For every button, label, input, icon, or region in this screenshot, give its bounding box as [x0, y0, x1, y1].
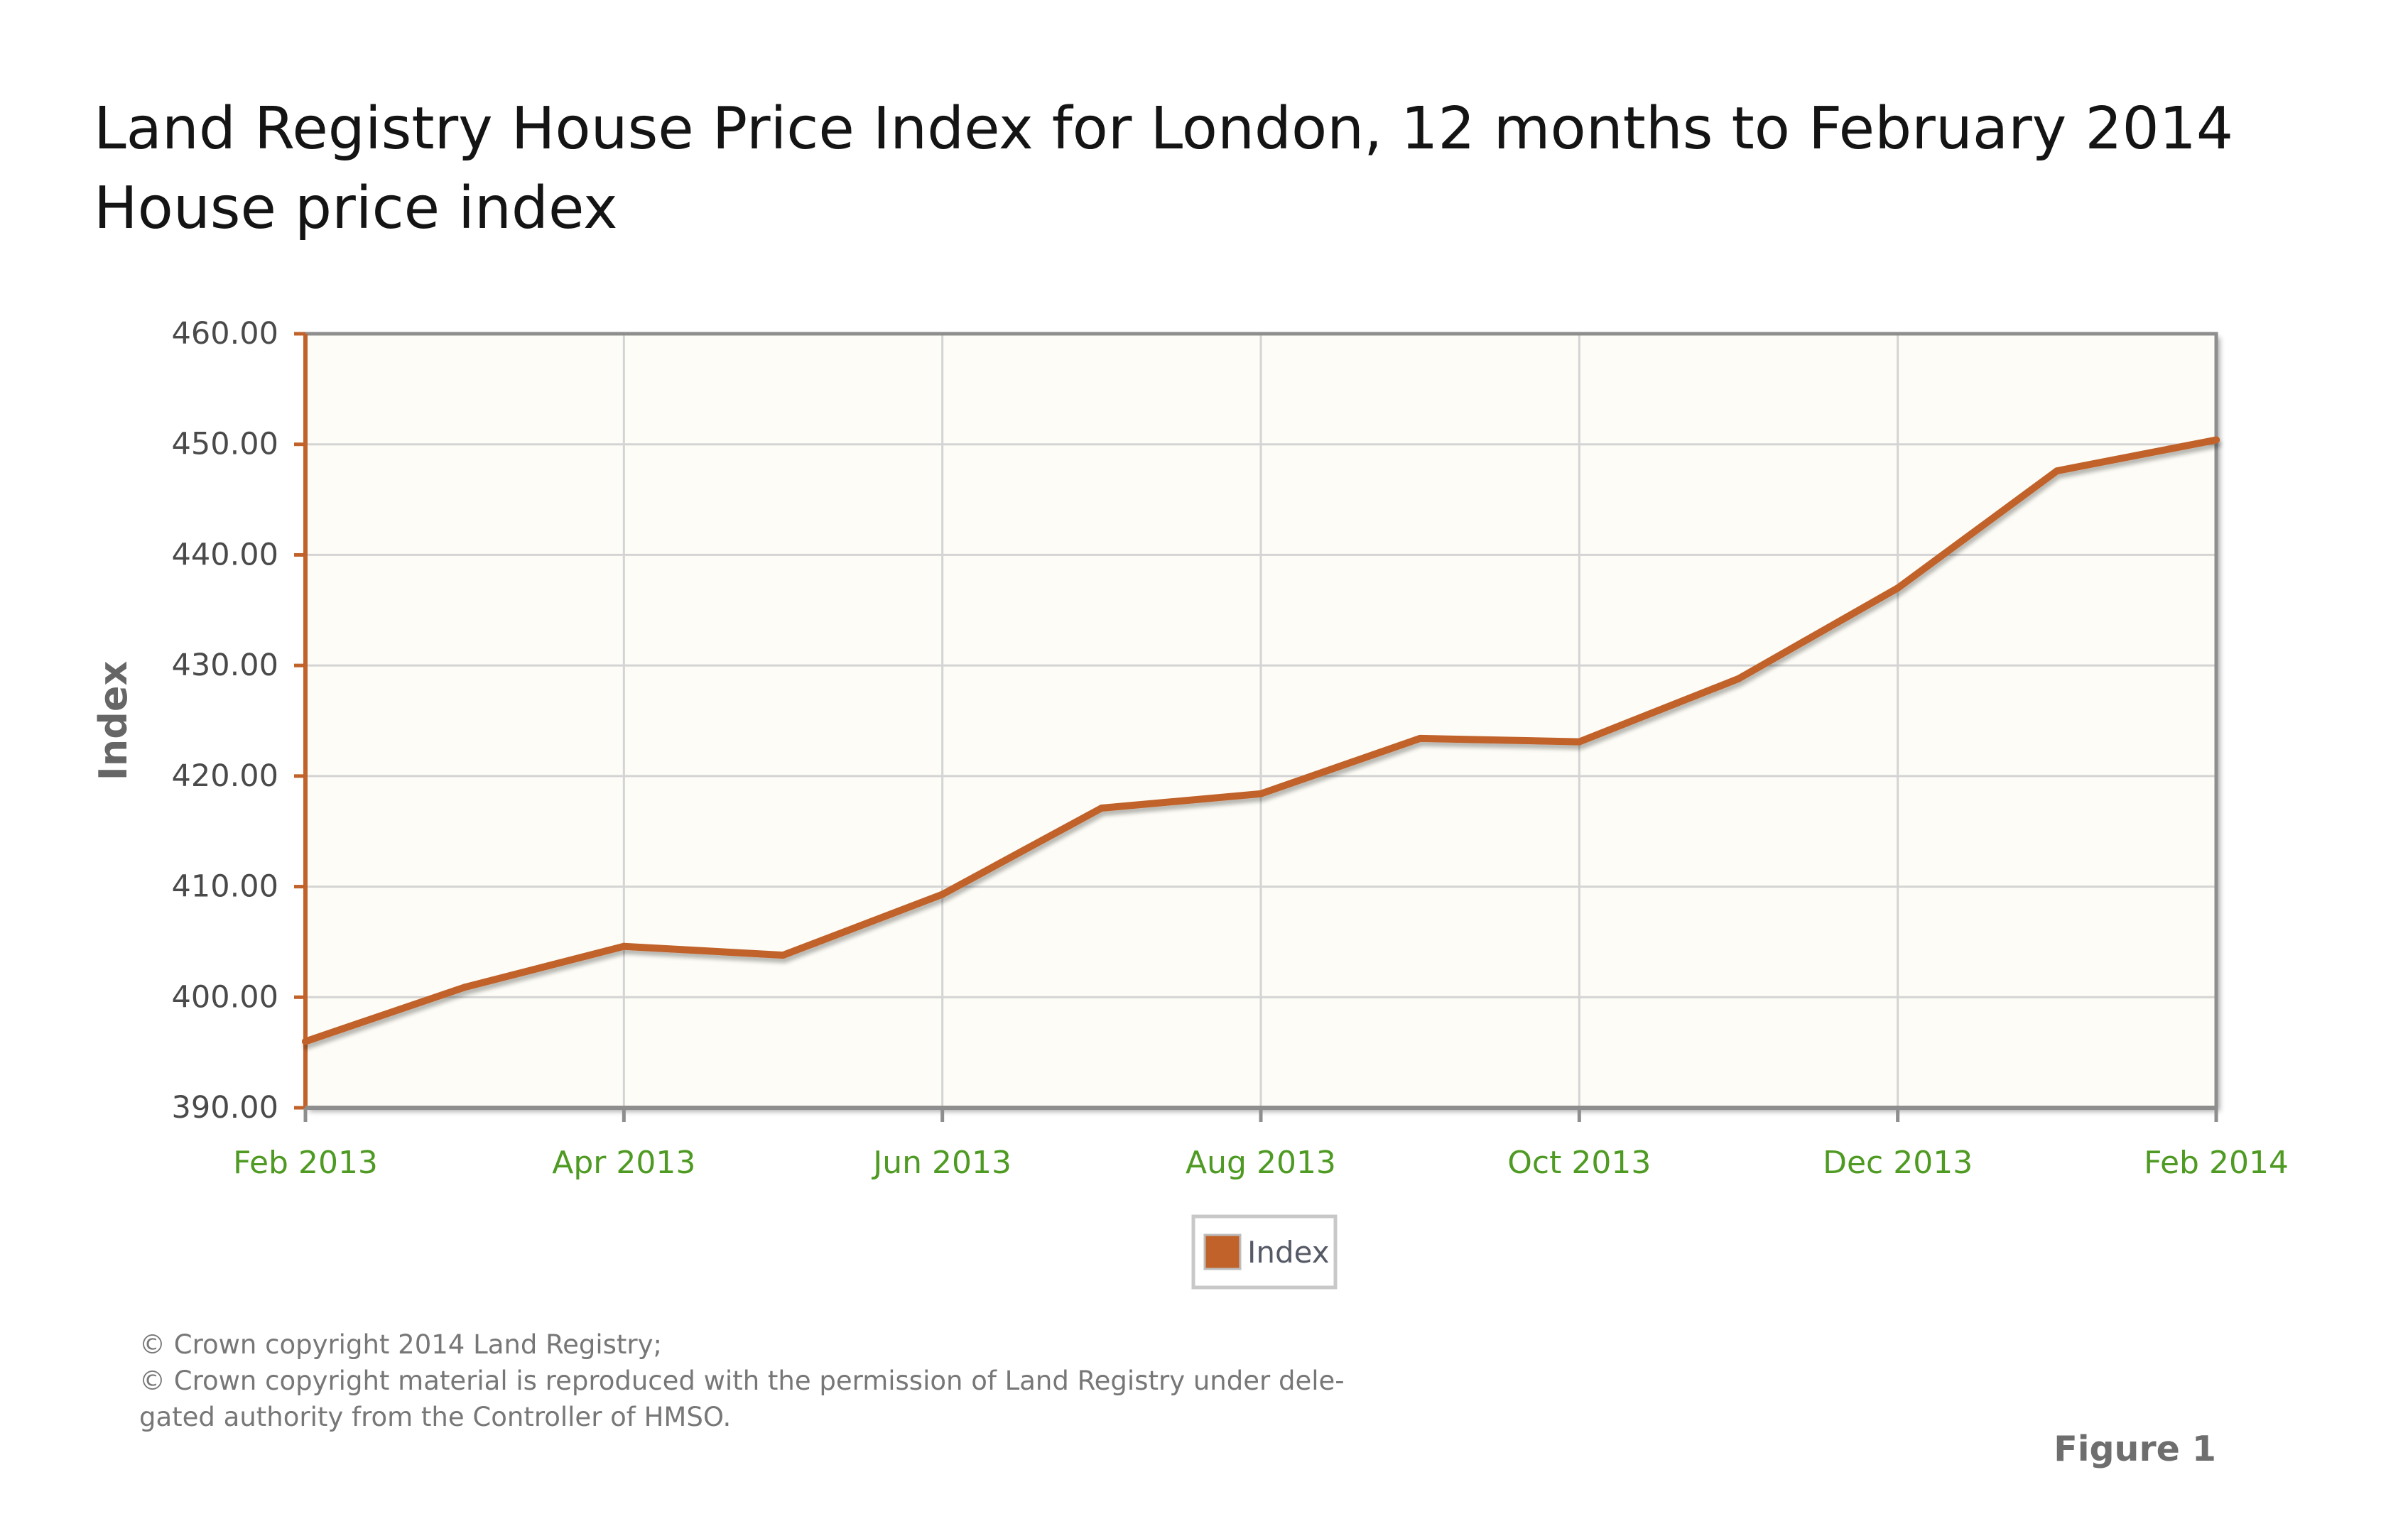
x-tick-label: Feb 2013 — [233, 1145, 378, 1181]
x-tick-label: Aug 2013 — [1186, 1145, 1336, 1181]
legend: Index — [1191, 1214, 1338, 1290]
copyright-footnote: © Crown copyright 2014 Land Registry; © … — [139, 1326, 1345, 1435]
y-tick-label: 390.00 — [172, 1090, 278, 1126]
chart-title-block: Land Registry House Price Index for Lond… — [94, 89, 2233, 249]
data-point — [1735, 675, 1742, 682]
y-axis-ticks: 460.00 450.00 440.00 430.00 420.00 410.00 400.… — [172, 316, 305, 1126]
data-point — [302, 1037, 309, 1045]
legend-swatch-index — [1203, 1233, 1242, 1270]
chart-subtitle: House price index — [94, 175, 618, 242]
footnote-line-3: gated authority from the Controller of H… — [139, 1402, 732, 1432]
data-point — [1575, 738, 1583, 746]
y-tick-label: 460.00 — [172, 316, 278, 352]
data-point — [620, 942, 628, 950]
y-tick-label: 430.00 — [172, 648, 278, 683]
data-point — [1257, 790, 1264, 797]
data-point — [1416, 734, 1424, 742]
data-point — [461, 984, 469, 991]
y-tick-label: 410.00 — [172, 869, 278, 905]
legend-label-index: Index — [1247, 1235, 1330, 1270]
data-point — [2213, 436, 2220, 444]
x-tick-label: Oct 2013 — [1507, 1145, 1651, 1181]
data-point — [779, 952, 787, 959]
data-point — [938, 890, 946, 898]
chart-title: Land Registry House Price Index for Lond… — [94, 95, 2234, 163]
y-tick-label: 440.00 — [172, 537, 278, 572]
x-tick-label: Feb 2014 — [2144, 1145, 2289, 1181]
data-point — [1894, 584, 1902, 592]
x-tick-label: Apr 2013 — [552, 1145, 695, 1181]
footnote-line-1: © Crown copyright 2014 Land Registry; — [139, 1329, 663, 1360]
x-axis-ticks: Feb 2013 Apr 2013 Jun 2013 Aug 2013 Oct 2013… — [233, 1108, 2289, 1181]
x-tick-label: Jun 2013 — [871, 1145, 1012, 1181]
y-axis-title: Index — [91, 661, 136, 781]
y-tick-label: 420.00 — [172, 758, 278, 794]
y-tick-label: 450.00 — [172, 427, 278, 462]
data-point — [2053, 467, 2061, 475]
series-points — [302, 436, 2220, 1045]
y-tick-label: 400.00 — [172, 979, 278, 1015]
gridlines — [305, 334, 2216, 1108]
data-point — [1097, 805, 1105, 812]
figure-label: Figure 1 — [2054, 1429, 2216, 1469]
x-tick-label: Dec 2013 — [1823, 1145, 1973, 1181]
footnote-line-2: © Crown copyright material is reproduced… — [139, 1366, 1345, 1396]
